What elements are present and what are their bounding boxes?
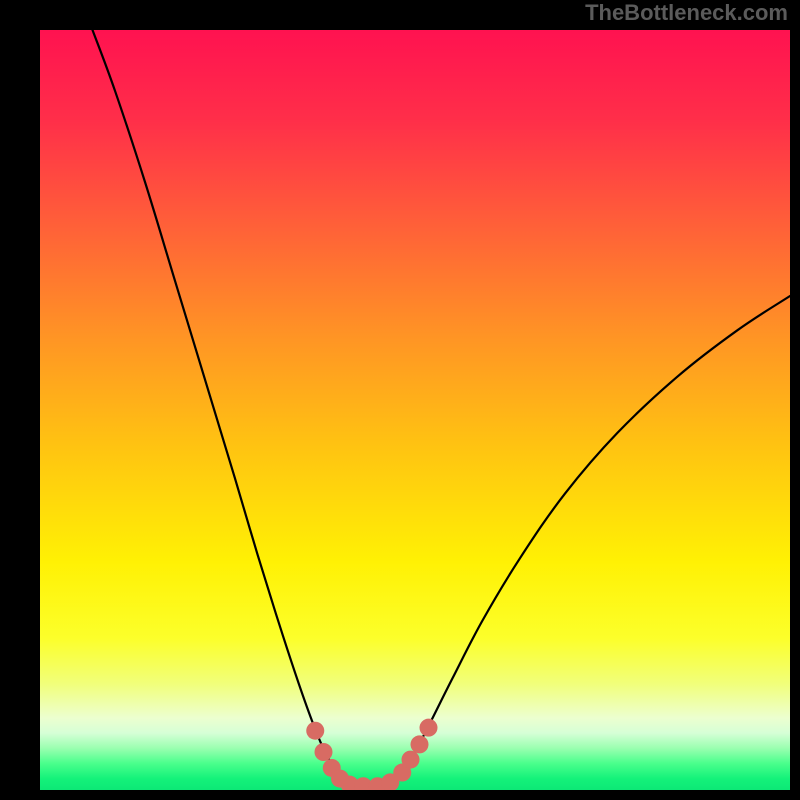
chart-svg <box>40 30 790 790</box>
watermark-text: TheBottleneck.com <box>585 0 788 26</box>
curve-marker <box>306 722 324 740</box>
curve-marker <box>315 743 333 761</box>
plot-area <box>40 30 790 790</box>
curve-marker <box>411 735 429 753</box>
gradient-background <box>40 30 790 790</box>
curve-marker <box>420 719 438 737</box>
curve-marker <box>402 751 420 769</box>
stage: TheBottleneck.com <box>0 0 800 800</box>
